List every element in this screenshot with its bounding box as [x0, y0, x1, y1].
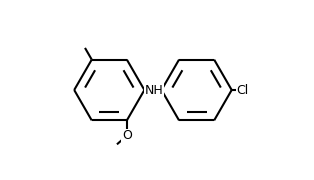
Text: O: O: [122, 129, 132, 142]
Text: Cl: Cl: [236, 84, 249, 96]
Text: NH: NH: [145, 84, 164, 96]
